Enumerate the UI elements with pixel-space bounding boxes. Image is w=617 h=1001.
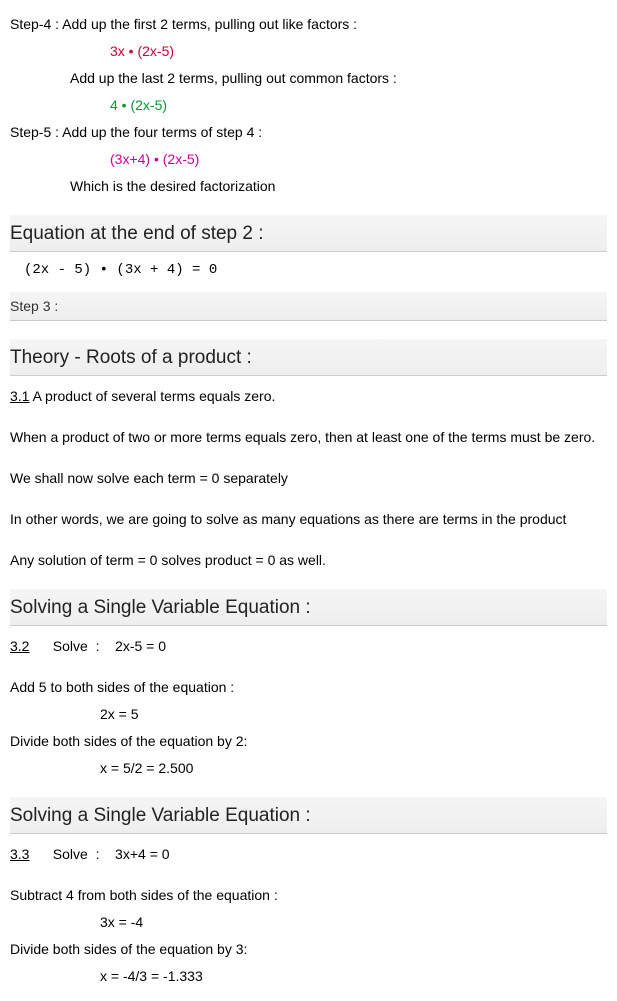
solve33-p3: Divide both sides of the equation by 3: [10,939,607,960]
step5-expr: (3x+4) • (2x-5) [10,149,607,170]
theory-p3: We shall now solve each term = 0 separat… [10,468,607,489]
step3-bar: Step 3 : [10,292,607,321]
theory-p1: A product of several terms equals zero. [29,388,275,404]
heading-theory: Theory - Roots of a product : [10,339,607,376]
solve32-p4: x = 5/2 = 2.500 [10,758,607,779]
heading-solve-32: Solving a Single Variable Equation : [10,589,607,626]
solve33-p4: x = -4/3 = -1.333 [10,966,607,987]
section-num-3-2: 3.2 [10,638,29,654]
solve32-p1: Add 5 to both sides of the equation : [10,677,607,698]
solve33-line: 3.3 Solve : 3x+4 = 0 [10,844,607,865]
step4-intro: Step-4 : Add up the first 2 terms, pulli… [10,14,607,35]
step5-intro: Step-5 : Add up the four terms of step 4… [10,122,607,143]
section-num-3-1: 3.1 [10,388,29,404]
step4-expr2: 4 • (2x-5) [10,95,607,116]
solve33-p1: Subtract 4 from both sides of the equati… [10,885,607,906]
step4-expr1: 3x • (2x-5) [10,41,607,62]
theory-p4: In other words, we are going to solve as… [10,509,607,530]
solve32-p2: 2x = 5 [10,704,607,725]
step5-tail: Which is the desired factorization [10,176,607,197]
solve33-p2: 3x = -4 [10,912,607,933]
equation-step2: (2x - 5) • (3x + 4) = 0 [10,262,607,278]
solve32-line: 3.2 Solve : 2x-5 = 0 [10,636,607,657]
heading-eq-end-step2: Equation at the end of step 2 : [10,215,607,252]
solve32-eq: Solve : 2x-5 = 0 [29,638,166,654]
step4-mid: Add up the last 2 terms, pulling out com… [10,68,607,89]
theory-3-1: 3.1 A product of several terms equals ze… [10,386,607,407]
solve33-eq: Solve : 3x+4 = 0 [29,846,169,862]
heading-solve-33: Solving a Single Variable Equation : [10,797,607,834]
theory-p5: Any solution of term = 0 solves product … [10,550,607,571]
section-num-3-3: 3.3 [10,846,29,862]
theory-p2: When a product of two or more terms equa… [10,427,607,448]
solve32-p3: Divide both sides of the equation by 2: [10,731,607,752]
